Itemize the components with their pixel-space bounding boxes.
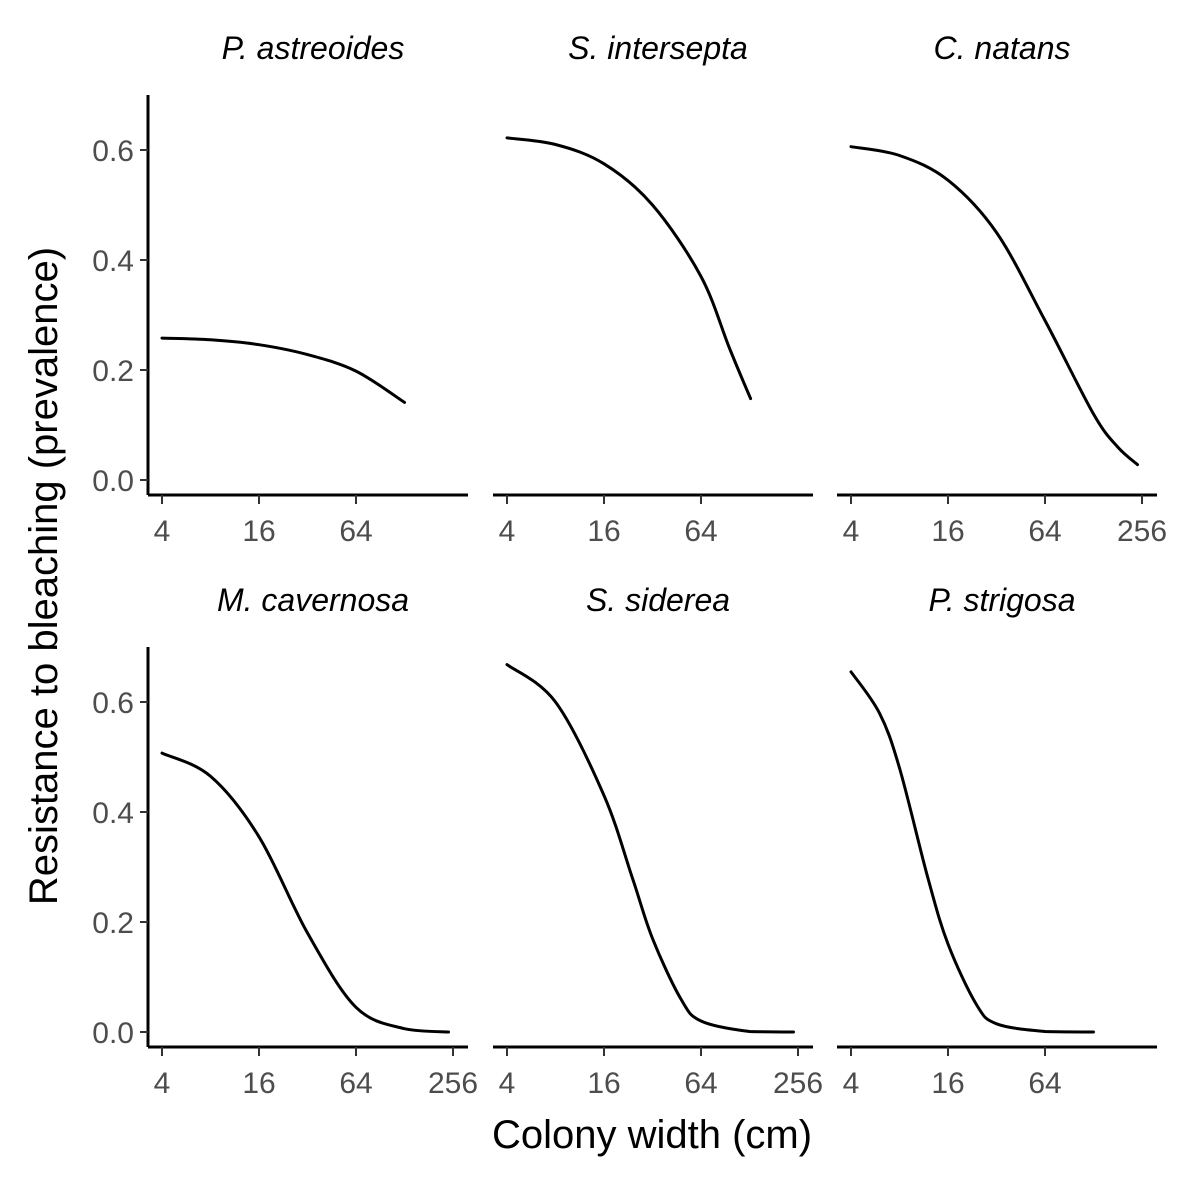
series-line — [160, 336, 406, 404]
series-line — [160, 751, 450, 1034]
x-tick-label: 16 — [931, 1067, 964, 1100]
facet-panel: C. natans 4 16 64 256 — [837, 30, 1167, 548]
x-tick-label: 64 — [1028, 1067, 1061, 1100]
series-line — [505, 136, 753, 401]
y-tick-label: 0.4 — [92, 245, 134, 278]
x-tick-label: 256 — [1117, 515, 1167, 548]
x-tick-label: 64 — [684, 515, 717, 548]
y-tick-label: 0.0 — [92, 465, 134, 498]
facet-title: P. strigosa — [928, 582, 1075, 618]
x-tick-label: 16 — [242, 515, 275, 548]
facet-panel: S. intersepta 4 16 64 — [493, 30, 813, 548]
facet-title: S. siderea — [586, 582, 730, 618]
x-tick-label: 4 — [499, 515, 516, 548]
x-tick-label: 64 — [684, 1067, 717, 1100]
facet-title: M. cavernosa — [217, 582, 409, 618]
x-tick-label: 64 — [339, 515, 372, 548]
series-line — [505, 663, 795, 1034]
facet-panel: P. strigosa 4 16 64 — [837, 582, 1157, 1100]
y-tick-label: 0.6 — [92, 687, 134, 720]
x-tick-label: 64 — [339, 1067, 372, 1100]
y-tick-label: 0.0 — [92, 1017, 134, 1050]
x-tick-label: 4 — [499, 1067, 516, 1100]
x-tick-label: 4 — [154, 1067, 171, 1100]
facet-title: C. natans — [934, 30, 1071, 66]
facet-title: P. astreoides — [222, 30, 405, 66]
x-tick-label: 64 — [1028, 515, 1061, 548]
facet-panel: M. cavernosa 4 16 64 256 0.0 0.2 0.4 0.6 — [92, 582, 478, 1100]
facet-panel: S. siderea 4 16 64 256 — [493, 582, 823, 1100]
y-tick-label: 0.2 — [92, 907, 134, 940]
panels-layer: P. astreoides 4 16 64 0.0 0.2 0.4 0.6 S. interse… — [92, 30, 1167, 1100]
series-line — [849, 145, 1139, 467]
x-tick-label: 256 — [773, 1067, 823, 1100]
x-tick-label: 16 — [587, 1067, 620, 1100]
y-axis-title: Resistance to bleaching (prevalence) — [22, 247, 66, 905]
facet-panel: P. astreoides 4 16 64 0.0 0.2 0.4 0.6 — [92, 30, 468, 548]
x-tick-label: 16 — [242, 1067, 275, 1100]
x-tick-label: 4 — [154, 515, 171, 548]
series-line — [849, 670, 1095, 1034]
y-tick-label: 0.4 — [92, 797, 134, 830]
y-tick-label: 0.6 — [92, 135, 134, 168]
x-tick-label: 4 — [843, 515, 860, 548]
x-tick-label: 256 — [428, 1067, 478, 1100]
facet-title: S. intersepta — [568, 30, 748, 66]
y-tick-label: 0.2 — [92, 355, 134, 388]
x-tick-label: 16 — [587, 515, 620, 548]
x-axis-title: Colony width (cm) — [492, 1113, 812, 1157]
x-tick-label: 4 — [843, 1067, 860, 1100]
x-tick-label: 16 — [931, 515, 964, 548]
